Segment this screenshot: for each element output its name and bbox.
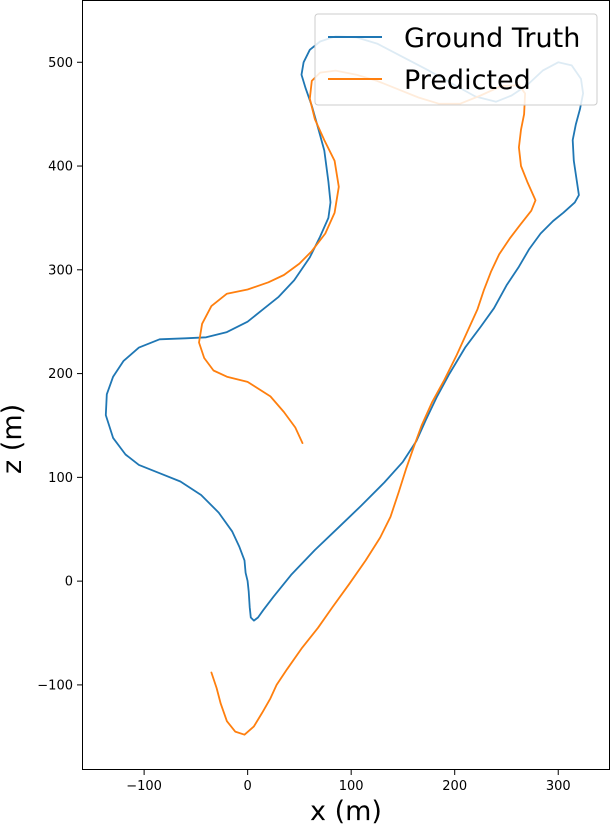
y-tick-label: 200 [48, 367, 73, 382]
y-tick-label: 0 [65, 575, 73, 590]
x-tick-label: 200 [442, 779, 467, 794]
series-group [104, 35, 584, 736]
y-tick-label: 300 [48, 263, 73, 278]
x-tick-group: −100 0 100 200 300 [126, 770, 571, 794]
y-tick-group: −100 0 100 200 300 400 500 [37, 56, 82, 693]
y-tick-label: −100 [37, 678, 73, 693]
plot-area-frame [82, 0, 610, 770]
y-tick-label: 400 [48, 160, 73, 175]
series-line-predicted [198, 69, 537, 736]
x-tick-label: 100 [339, 779, 364, 794]
x-tick-label: 0 [244, 779, 252, 794]
legend-box [314, 13, 598, 106]
y-tick-label: 500 [48, 56, 73, 71]
x-tick-label: −100 [126, 779, 162, 794]
x-tick-label: 300 [546, 779, 571, 794]
legend-label-predicted: Predicted [404, 65, 531, 96]
legend: Ground Truth Predicted [314, 13, 598, 106]
legend-label-ground-truth: Ground Truth [404, 23, 580, 54]
y-tick-label: 100 [48, 471, 73, 486]
x-axis-label: x (m) [310, 796, 382, 827]
y-axis-label: z (m) [0, 404, 28, 474]
series-line-ground-truth [104, 35, 584, 622]
